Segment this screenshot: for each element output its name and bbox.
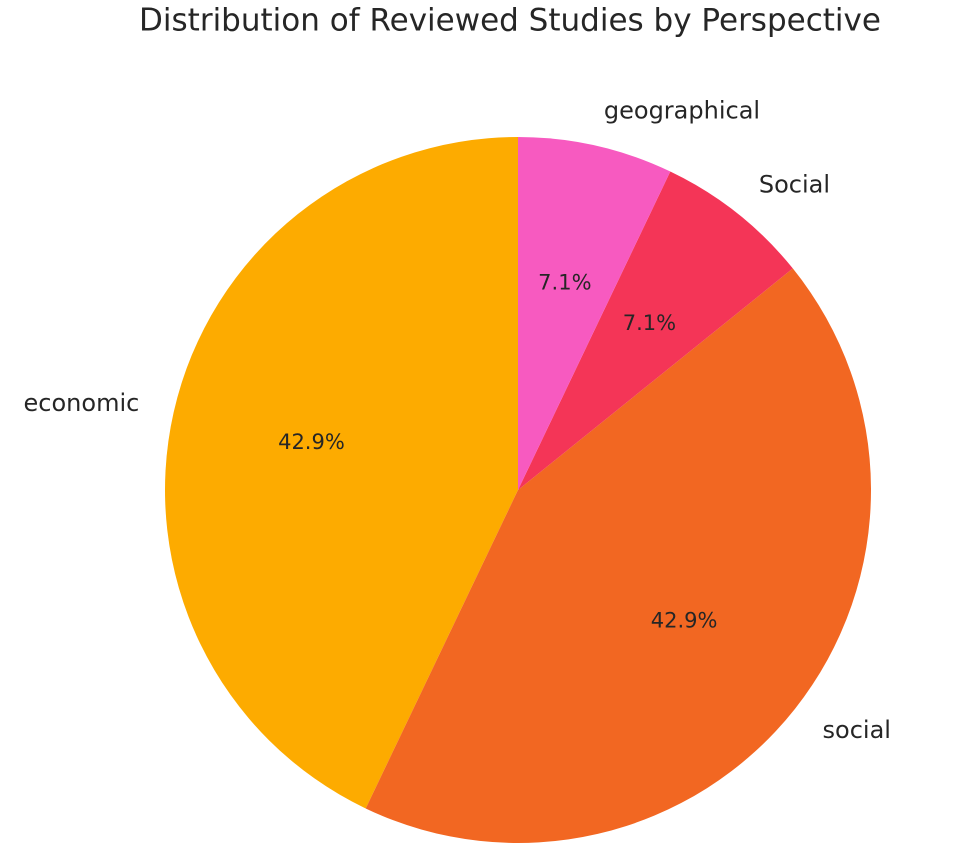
pie-slice bbox=[365, 268, 872, 844]
slice-percent: 42.9% bbox=[278, 430, 345, 454]
pie-slice bbox=[518, 171, 793, 491]
pie-slice bbox=[164, 137, 518, 809]
slice-label: geographical bbox=[604, 96, 760, 124]
chart-title: Distribution of Reviewed Studies by Pers… bbox=[139, 3, 881, 39]
slice-percent: 42.9% bbox=[651, 608, 718, 632]
slice-percent: 7.1% bbox=[538, 270, 591, 294]
slice-percent: 7.1% bbox=[623, 311, 676, 335]
slice-label: economic bbox=[24, 389, 140, 417]
slice-label: social bbox=[823, 716, 891, 744]
slice-label: Social bbox=[759, 170, 830, 198]
pie-slice bbox=[518, 137, 671, 490]
